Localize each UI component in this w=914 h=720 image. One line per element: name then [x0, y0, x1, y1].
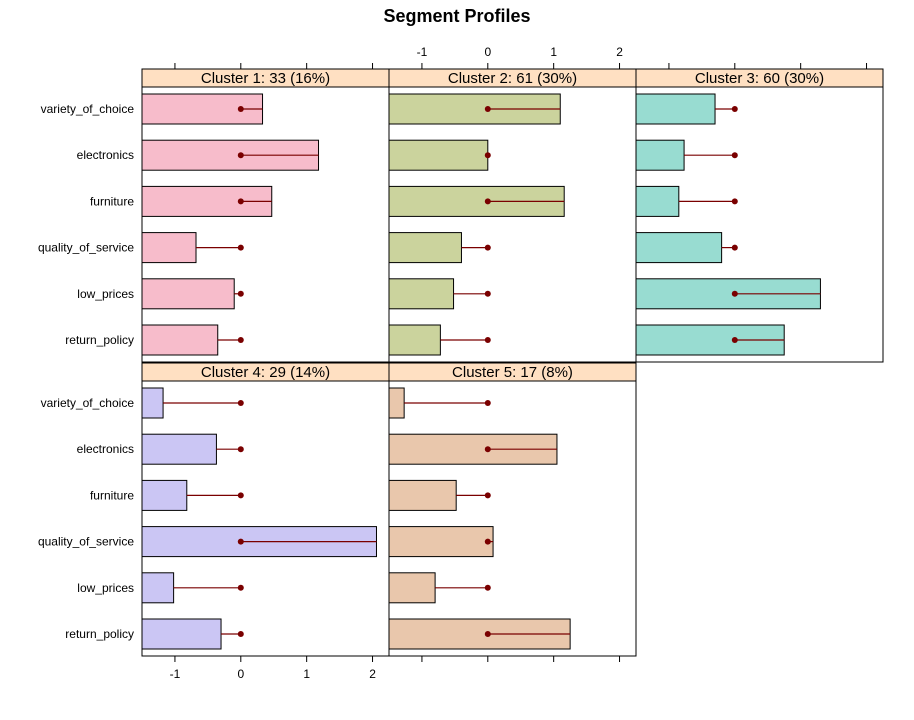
panel-frame — [141, 380, 390, 657]
panel-strip-label: Cluster 3: 60 (30%) — [695, 70, 824, 87]
reference-point — [237, 337, 244, 343]
panel-frame — [388, 86, 637, 363]
reference-point — [237, 244, 244, 251]
top-axis-tick-label: 1 — [550, 45, 557, 59]
cluster-panel: Cluster 1: 33 (16%) variety_of_choiceelec… — [38, 63, 390, 363]
segment-bar — [388, 526, 494, 558]
bottom-axis-tick-label: -1 — [170, 667, 181, 681]
reference-point — [237, 152, 244, 159]
segment-bar — [635, 139, 685, 171]
chart-title: Segment Profiles — [383, 6, 530, 26]
category-label: variety_of_choice — [41, 102, 135, 116]
reference-point — [484, 400, 491, 406]
category-label: return_policy — [65, 333, 134, 347]
segment-bar — [141, 572, 175, 604]
top-axis-tick-label: 0 — [484, 45, 491, 59]
reference-point — [237, 446, 244, 453]
segment-bar — [388, 572, 436, 604]
segment-bar — [388, 387, 405, 419]
reference-point — [731, 337, 738, 343]
segment-bar — [141, 433, 217, 465]
segment-bar — [388, 139, 489, 171]
reference-point — [484, 106, 491, 112]
reference-point — [237, 290, 244, 297]
panel-frame — [141, 86, 390, 363]
reference-point — [237, 584, 244, 591]
segment-bar — [141, 232, 197, 264]
panel-strip-label: Cluster 2: 61 (30%) — [448, 70, 577, 87]
bottom-axis-tick-label: 2 — [369, 667, 376, 681]
reference-point — [237, 198, 244, 205]
reference-point — [484, 492, 491, 499]
reference-point — [731, 152, 738, 159]
category-label: electronics — [77, 148, 134, 162]
cluster-panel: Cluster 5: 17 (8%) — [388, 362, 637, 662]
panel-frame — [635, 86, 884, 363]
panel-strip-label: Cluster 1: 33 (16%) — [201, 70, 330, 87]
reference-point — [731, 198, 738, 205]
segment-bar — [388, 232, 462, 264]
cluster-panel: Cluster 2: 61 (30%) -1 0 1 2 — [388, 45, 637, 363]
reference-point — [484, 244, 491, 251]
category-label: electronics — [77, 442, 134, 456]
reference-point — [484, 538, 491, 545]
category-label: low_prices — [77, 287, 134, 301]
reference-point — [237, 492, 244, 499]
segment-bar — [635, 232, 723, 264]
category-label: quality_of_service — [38, 535, 134, 549]
segment-bar — [388, 278, 455, 310]
reference-point — [237, 106, 244, 112]
reference-point — [484, 152, 491, 159]
reference-point — [237, 400, 244, 406]
bottom-axis-tick-label: 1 — [303, 667, 310, 681]
panel-strip-label: Cluster 4: 29 (14%) — [201, 364, 330, 381]
category-label: low_prices — [77, 581, 134, 595]
reference-point — [484, 446, 491, 453]
top-axis-tick-label: 2 — [616, 45, 623, 59]
segment-bar — [388, 479, 457, 511]
bottom-axis-tick-label: 0 — [237, 667, 244, 681]
reference-point — [731, 244, 738, 251]
reference-point — [484, 198, 491, 205]
cluster-panel: Cluster 3: 60 (30%) — [635, 63, 884, 363]
reference-point — [237, 538, 244, 545]
category-label: furniture — [90, 488, 134, 502]
panels-layer: Cluster 1: 33 (16%)variety_of_choiceelec… — [38, 45, 884, 681]
reference-point — [484, 337, 491, 343]
category-label: variety_of_choice — [41, 396, 135, 410]
segment-bar — [141, 278, 235, 310]
segment-bar — [141, 618, 222, 650]
category-label: quality_of_service — [38, 241, 134, 255]
reference-point — [731, 106, 738, 112]
segment-bar — [141, 387, 164, 419]
reference-point — [484, 584, 491, 591]
segment-bar — [635, 185, 680, 217]
reference-point — [237, 631, 244, 637]
segment-bar — [141, 324, 219, 356]
panel-frame — [388, 380, 637, 657]
segment-bar — [635, 93, 716, 125]
category-label: furniture — [90, 194, 134, 208]
reference-point — [484, 631, 491, 637]
segment-bar — [141, 479, 188, 511]
segment-bar — [388, 324, 441, 356]
panel-strip-label: Cluster 5: 17 (8%) — [452, 364, 573, 381]
cluster-panel: Cluster 4: 29 (14%) variety_of_choiceelec… — [38, 362, 390, 681]
reference-point — [484, 290, 491, 297]
top-axis-tick-label: -1 — [417, 45, 428, 59]
reference-point — [731, 290, 738, 297]
category-label: return_policy — [65, 627, 134, 641]
